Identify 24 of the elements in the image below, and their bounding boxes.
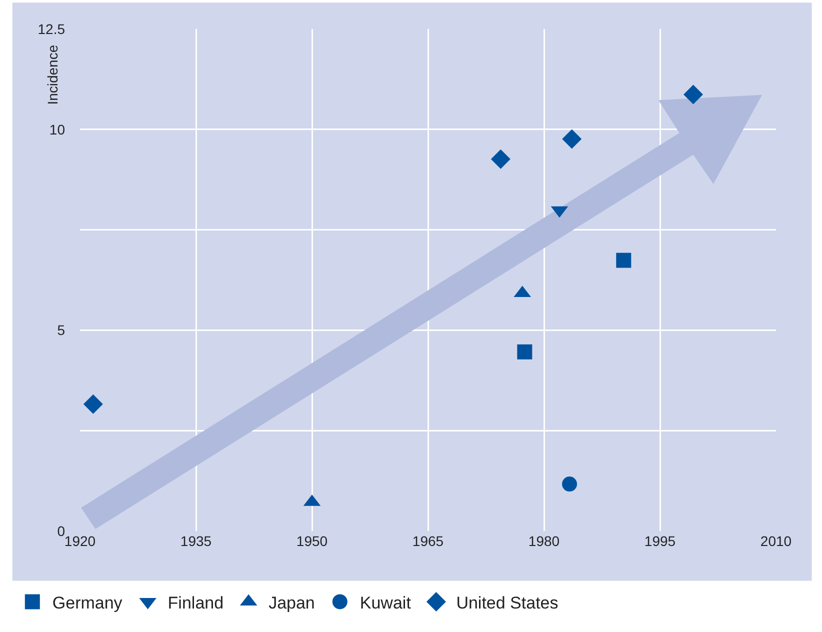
- legend-label: Japan: [268, 593, 315, 612]
- x-tick-label: 1935: [180, 533, 212, 549]
- point: [517, 344, 532, 360]
- y-tick-label: 5: [57, 322, 66, 338]
- point: [562, 476, 578, 492]
- legend-label: United States: [456, 593, 558, 612]
- x-tick-label: 2010: [760, 533, 792, 549]
- point: [616, 252, 632, 268]
- legend-label: Germany: [52, 593, 123, 612]
- y-axis-title: Incidence: [44, 44, 61, 105]
- legend-label: Kuwait: [360, 593, 412, 612]
- point: [490, 149, 510, 169]
- x-tick-label: 1995: [644, 533, 676, 549]
- x-tick-label: 1980: [528, 533, 560, 549]
- point: [562, 129, 582, 149]
- y-tick-label: 12.5: [38, 20, 66, 37]
- y-tick-label: 10: [49, 121, 66, 138]
- x-tick-label: 1965: [412, 533, 444, 549]
- x-tick-label: 1920: [64, 533, 96, 549]
- point: [684, 84, 703, 104]
- y-tick-label: 0: [57, 522, 66, 539]
- point: [83, 394, 103, 414]
- legend-label: Finland: [168, 593, 224, 612]
- x-tick-label: 1950: [296, 533, 328, 549]
